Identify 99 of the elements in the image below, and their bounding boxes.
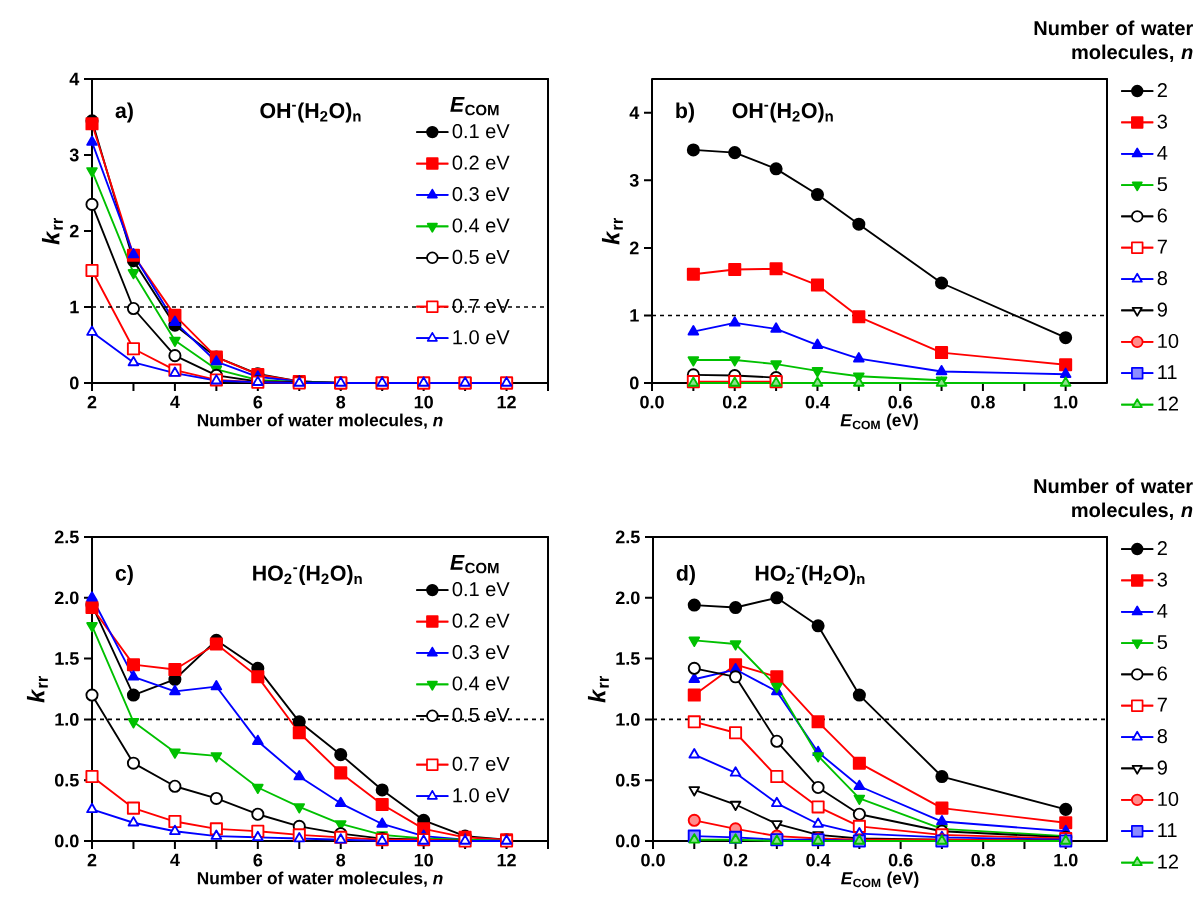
legend-label: 9 [1157,302,1167,317]
y-tick-label: 2.0 [54,591,79,605]
legend-label: 7 [1157,697,1167,712]
legend-label: 0.1 eV [452,124,510,139]
legend-label: 0.3 eV [452,644,510,660]
y-tick-label: 4 [629,106,640,119]
legend-label: 0.1 eV [452,582,510,597]
x-tick-label: 0.8 [971,853,996,867]
legend-title: Number of water molecules, n [1034,20,1193,63]
annotation: c) [115,565,133,585]
y-tick-label: 0.5 [54,773,79,787]
y-tick-label: 4 [69,72,80,86]
legend-label: 0.7 eV [452,298,510,313]
x-tick-label: 0.0 [641,853,665,867]
legend-label: 5 [1157,177,1168,192]
x-axis-title: E$_{COM}$ (eV) [840,413,918,430]
legend-label: 0.4 eV [452,218,510,233]
legend-label: 4 [1157,145,1168,160]
text: HO$_{2}$$^{-}$(H$_{2}$O)$_{n}$ [755,565,865,585]
x-tick-label: 10 [414,395,433,409]
y-tick-label: 1 [70,300,79,314]
x-axis-title: E$_{COM}$ (eV) [841,871,919,888]
legend-label: 0.2 eV [452,613,510,628]
y-tick-label: 0.0 [54,834,79,848]
legend-label: 10 [1158,791,1179,807]
legend-label: 10 [1158,333,1179,349]
legend-label: 6 [1157,666,1167,681]
legend-label: 8 [1157,271,1168,286]
text: OH$^{-}$(H$_{2}$O)$_{n}$ [260,102,361,123]
legend-label: 2 [1157,541,1167,556]
annotation: d) [676,565,695,585]
y-axis-title: k$_{rr}$ [601,217,623,245]
text: OH$^{-}$(H$_{2}$O)$_{n}$ [732,102,833,123]
text: HO$_{2}$$^{-}$(H$_{2}$O)$_{n}$ [253,565,362,585]
x-tick-label: 4 [170,395,180,409]
y-tick-label: 0.0 [615,834,640,848]
legend-label: 4 [1157,603,1168,618]
legend-label: 0.7 eV [452,756,510,771]
x-tick-label: 2 [87,395,97,409]
y-axis-title: k$_{rr}$ [41,217,63,245]
x-tick-label: 0.4 [806,853,831,867]
y-tick-label: 2.0 [615,591,640,605]
annotation: b) [676,102,694,123]
y-tick-label: 2 [629,241,639,255]
y-tick-label: 1.0 [55,713,79,726]
x-tick-label: 0.6 [888,395,913,409]
x-tick-label: 10 [414,853,433,867]
y-tick-label: 3 [629,173,639,187]
y-tick-label: 1.5 [55,652,79,665]
x-tick-label: 6 [253,395,263,409]
x-tick-label: 0.2 [722,395,747,409]
legend-label: 1.0 eV [453,330,510,345]
legend-label: 8 [1157,729,1167,744]
y-tick-label: 2.5 [615,530,640,544]
x-tick-label: 8 [336,395,346,409]
legend-label: 7 [1157,239,1167,254]
x-tick-label: 8 [336,853,346,867]
y-axis-title: k$_{rr}$ [26,675,48,703]
x-tick-label: 0.8 [971,395,995,409]
legend-label: 0.4 eV [452,676,510,691]
legend-label: 5 [1157,635,1168,650]
y-tick-label: 0.5 [615,773,640,787]
legend-title: E$_{COM}$ [450,97,499,116]
legend-title: E$_{COM}$ [450,555,499,574]
x-tick-label: 1.0 [1054,395,1078,409]
x-tick-label: 0.0 [640,395,664,409]
x-axis-title: Number of water molecules, n [197,871,443,887]
y-tick-label: 1.5 [616,652,640,665]
x-tick-label: 4 [170,853,180,867]
x-tick-label: 2 [87,853,97,867]
y-tick-label: 0 [69,376,79,390]
x-tick-label: 0.6 [888,853,913,867]
legend-label: 11 [1158,823,1177,838]
y-tick-label: 2 [69,224,79,238]
y-tick-label: 3 [69,148,79,162]
x-axis-title: Number of water molecules, n [197,413,443,429]
legend-label: 3 [1157,572,1167,587]
legend-label: 11 [1158,365,1177,380]
legend-label: 3 [1157,114,1168,129]
x-tick-label: 6 [253,853,263,867]
legend-label: 2 [1157,83,1167,98]
x-tick-label: 0.4 [805,395,830,409]
x-tick-label: 12 [497,395,516,409]
y-tick-label: 1 [630,309,639,322]
x-tick-label: 12 [497,853,516,867]
x-tick-label: 1.0 [1054,853,1078,867]
legend-label: 9 [1157,760,1167,775]
y-tick-label: 1.0 [616,713,640,726]
legend-label: 1.0 eV [453,788,510,803]
y-tick-label: 2.5 [54,530,79,544]
legend-title: Number of water molecules, n [1034,478,1193,521]
legend-label: 0.3 eV [452,186,510,202]
y-tick-label: 0 [630,376,639,390]
x-tick-label: 0.2 [723,853,748,867]
legend-label: 0.2 eV [452,155,510,170]
annotation: a) [115,102,133,123]
legend-label: 0.5 eV [452,249,510,264]
legend-label: 6 [1157,208,1168,223]
y-axis-title: k$_{rr}$ [587,675,609,703]
